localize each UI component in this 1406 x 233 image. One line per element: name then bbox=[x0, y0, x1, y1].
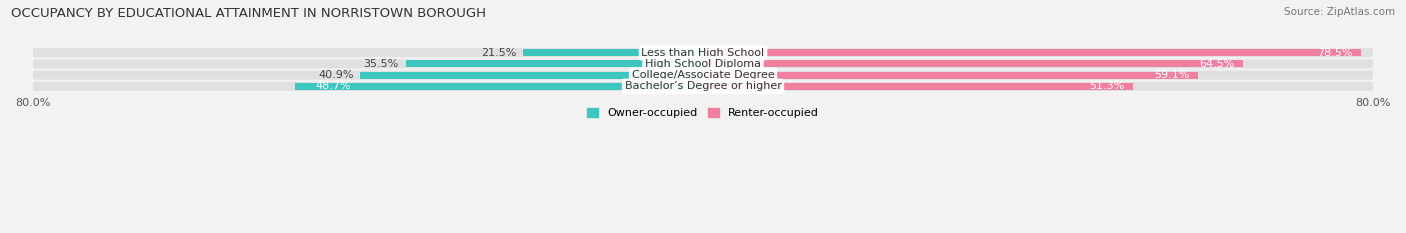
Bar bbox=[703, 60, 1243, 67]
Bar bbox=[405, 60, 703, 67]
Text: 48.7%: 48.7% bbox=[316, 81, 352, 91]
Bar bbox=[703, 72, 1198, 79]
Bar bbox=[360, 72, 703, 79]
FancyBboxPatch shape bbox=[32, 48, 1374, 57]
Text: Less than High School: Less than High School bbox=[641, 48, 765, 58]
Text: 78.5%: 78.5% bbox=[1317, 48, 1353, 58]
Text: 59.1%: 59.1% bbox=[1154, 70, 1189, 80]
Text: OCCUPANCY BY EDUCATIONAL ATTAINMENT IN NORRISTOWN BOROUGH: OCCUPANCY BY EDUCATIONAL ATTAINMENT IN N… bbox=[11, 7, 486, 20]
Legend: Owner-occupied, Renter-occupied: Owner-occupied, Renter-occupied bbox=[586, 108, 820, 118]
Text: 40.9%: 40.9% bbox=[318, 70, 353, 80]
FancyBboxPatch shape bbox=[32, 59, 1374, 68]
Bar bbox=[295, 83, 703, 90]
Bar bbox=[523, 49, 703, 56]
FancyBboxPatch shape bbox=[32, 71, 1374, 80]
Bar bbox=[703, 83, 1133, 90]
Text: College/Associate Degree: College/Associate Degree bbox=[631, 70, 775, 80]
Text: 51.3%: 51.3% bbox=[1090, 81, 1125, 91]
Text: 64.5%: 64.5% bbox=[1199, 59, 1234, 69]
Bar bbox=[703, 49, 1361, 56]
Text: Source: ZipAtlas.com: Source: ZipAtlas.com bbox=[1284, 7, 1395, 17]
FancyBboxPatch shape bbox=[32, 82, 1374, 91]
Text: High School Diploma: High School Diploma bbox=[645, 59, 761, 69]
Text: Bachelor’s Degree or higher: Bachelor’s Degree or higher bbox=[624, 81, 782, 91]
Text: 21.5%: 21.5% bbox=[481, 48, 516, 58]
Text: 35.5%: 35.5% bbox=[364, 59, 399, 69]
